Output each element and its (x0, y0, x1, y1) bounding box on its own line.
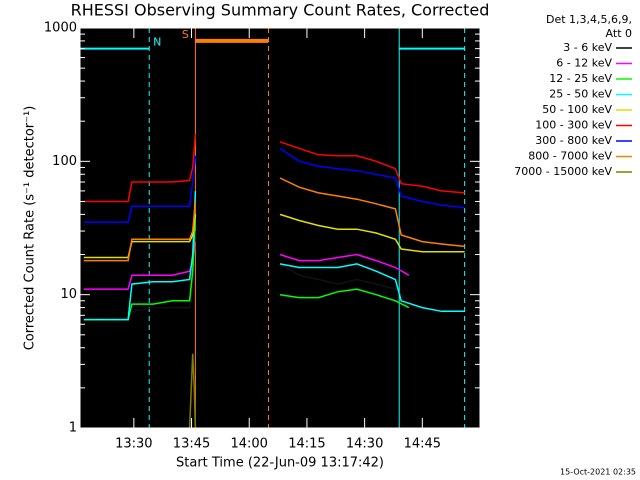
series-line (83, 190, 465, 321)
x-axis-label: Start Time (22-Jun-09 13:17:42) (176, 456, 384, 471)
legend-label: 6 - 12 keV (556, 57, 612, 70)
chart-title: RHESSI Observing Summary Count Rates, Co… (71, 1, 490, 20)
plot-frame (79, 27, 481, 429)
plot-layer (80, 28, 466, 428)
legend-label: 25 - 50 keV (549, 88, 612, 101)
series-line (83, 177, 465, 262)
x-tick-label: 14:00 (230, 437, 267, 452)
series-line (83, 147, 465, 223)
flag-label: S (182, 28, 189, 41)
legend-label: 800 - 7000 keV (528, 150, 612, 163)
flag-label: N (153, 36, 161, 49)
x-tick-label: 14:15 (288, 437, 325, 452)
legend-title: Att 0 (606, 27, 632, 40)
legend-title: Det 1,3,4,5,6,9, (546, 13, 632, 26)
y-tick-label: 1000 (44, 21, 77, 36)
legend-label: 300 - 800 keV (535, 134, 612, 147)
plot-area (80, 28, 480, 428)
legend-label: 7000 - 15000 keV (514, 165, 612, 178)
series-line (131, 231, 410, 313)
legend-label: 3 - 6 keV (563, 41, 612, 54)
y-axis-label: Corrected Count Rate (s⁻¹ detector⁻¹) (23, 106, 38, 351)
x-tick-label: 14:30 (346, 437, 383, 452)
y-tick-label: 100 (52, 154, 77, 169)
legend-label: 12 - 25 keV (549, 72, 612, 85)
x-tick-label: 13:45 (173, 437, 210, 452)
legend-label: 50 - 100 keV (542, 103, 612, 116)
footer: 15-Oct-2021 02:35 (560, 468, 636, 477)
series-line (188, 353, 197, 428)
y-tick-label: 1 (69, 421, 77, 436)
legend-label: 100 - 300 keV (535, 119, 612, 132)
series-line (83, 134, 465, 203)
x-tick-label: 13:30 (115, 437, 152, 452)
series-line (83, 213, 465, 259)
x-tick-label: 14:45 (404, 437, 441, 452)
y-tick-label: 10 (60, 287, 77, 302)
